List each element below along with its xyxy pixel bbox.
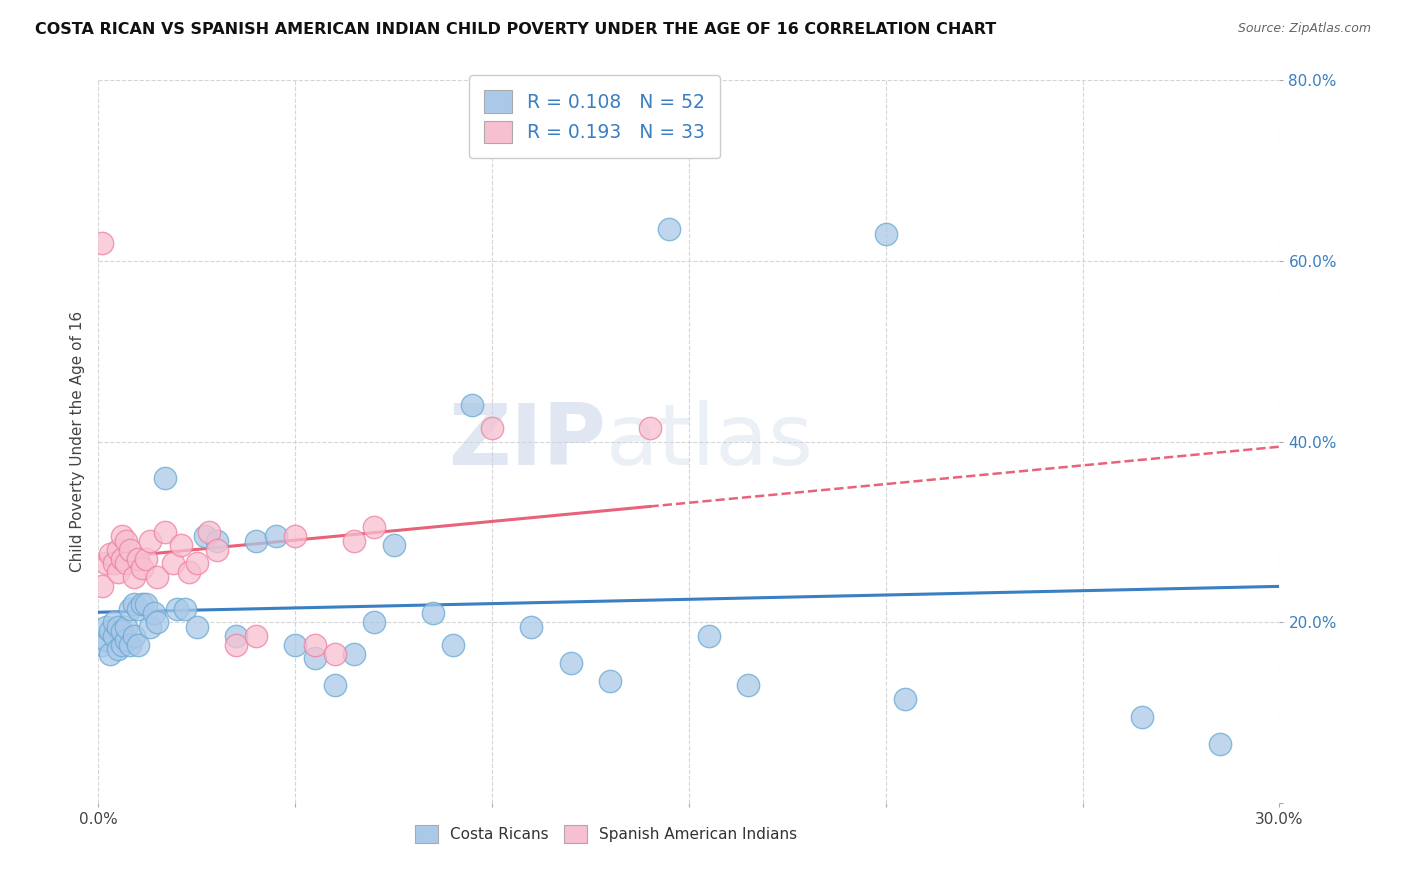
Legend: Costa Ricans, Spanish American Indians: Costa Ricans, Spanish American Indians: [409, 819, 804, 849]
Point: [441, 638, 464, 652]
Point: [363, 520, 385, 534]
Point: [382, 538, 405, 552]
Point: [284, 529, 307, 543]
Point: [103, 557, 125, 571]
Point: [127, 552, 149, 566]
Point: [107, 642, 129, 657]
Point: [658, 222, 681, 236]
Point: [107, 542, 129, 557]
Point: [245, 533, 267, 548]
Y-axis label: Child Poverty Under the Age of 16: Child Poverty Under the Age of 16: [69, 311, 84, 572]
Point: [142, 606, 165, 620]
Point: [481, 421, 503, 435]
Point: [127, 638, 149, 652]
Point: [422, 606, 444, 620]
Point: [461, 398, 484, 412]
Point: [304, 638, 326, 652]
Point: [177, 566, 200, 580]
Point: [174, 601, 197, 615]
Point: [111, 638, 134, 652]
Point: [1209, 737, 1232, 751]
Point: [894, 692, 917, 706]
Point: [186, 557, 208, 571]
Point: [186, 620, 208, 634]
Point: [138, 620, 160, 634]
Point: [118, 638, 141, 652]
Point: [697, 629, 720, 643]
Point: [560, 656, 582, 670]
Point: [98, 548, 121, 562]
Point: [304, 651, 326, 665]
Text: ZIP: ZIP: [449, 400, 606, 483]
Point: [323, 678, 346, 692]
Point: [875, 227, 897, 241]
Point: [111, 624, 134, 639]
Point: [107, 566, 129, 580]
Point: [115, 620, 138, 634]
Point: [343, 533, 366, 548]
Point: [146, 615, 169, 630]
Text: Source: ZipAtlas.com: Source: ZipAtlas.com: [1237, 22, 1371, 36]
Point: [131, 561, 153, 575]
Point: [131, 597, 153, 611]
Point: [115, 633, 138, 648]
Text: atlas: atlas: [606, 400, 814, 483]
Point: [162, 557, 184, 571]
Point: [111, 529, 134, 543]
Point: [91, 579, 114, 593]
Point: [96, 633, 118, 648]
Point: [91, 235, 114, 250]
Point: [1130, 710, 1153, 724]
Point: [96, 620, 118, 634]
Point: [197, 524, 219, 539]
Point: [115, 557, 138, 571]
Point: [98, 647, 121, 661]
Point: [91, 638, 114, 652]
Point: [122, 597, 145, 611]
Point: [638, 421, 661, 435]
Point: [205, 542, 228, 557]
Point: [170, 538, 193, 552]
Point: [343, 647, 366, 661]
Point: [520, 620, 543, 634]
Point: [103, 629, 125, 643]
Point: [98, 624, 121, 639]
Point: [122, 629, 145, 643]
Point: [264, 529, 287, 543]
Point: [284, 638, 307, 652]
Point: [363, 615, 385, 630]
Point: [118, 542, 141, 557]
Point: [103, 615, 125, 630]
Point: [599, 673, 621, 688]
Text: COSTA RICAN VS SPANISH AMERICAN INDIAN CHILD POVERTY UNDER THE AGE OF 16 CORRELA: COSTA RICAN VS SPANISH AMERICAN INDIAN C…: [35, 22, 997, 37]
Point: [166, 601, 188, 615]
Point: [135, 552, 157, 566]
Point: [107, 620, 129, 634]
Point: [225, 629, 247, 643]
Point: [205, 533, 228, 548]
Point: [115, 533, 138, 548]
Point: [155, 524, 177, 539]
Point: [122, 570, 145, 584]
Point: [737, 678, 759, 692]
Point: [225, 638, 247, 652]
Point: [135, 597, 157, 611]
Point: [127, 601, 149, 615]
Point: [118, 601, 141, 615]
Point: [146, 570, 169, 584]
Point: [96, 557, 118, 571]
Point: [323, 647, 346, 661]
Point: [138, 533, 160, 548]
Point: [111, 552, 134, 566]
Point: [155, 471, 177, 485]
Point: [245, 629, 267, 643]
Point: [194, 529, 217, 543]
